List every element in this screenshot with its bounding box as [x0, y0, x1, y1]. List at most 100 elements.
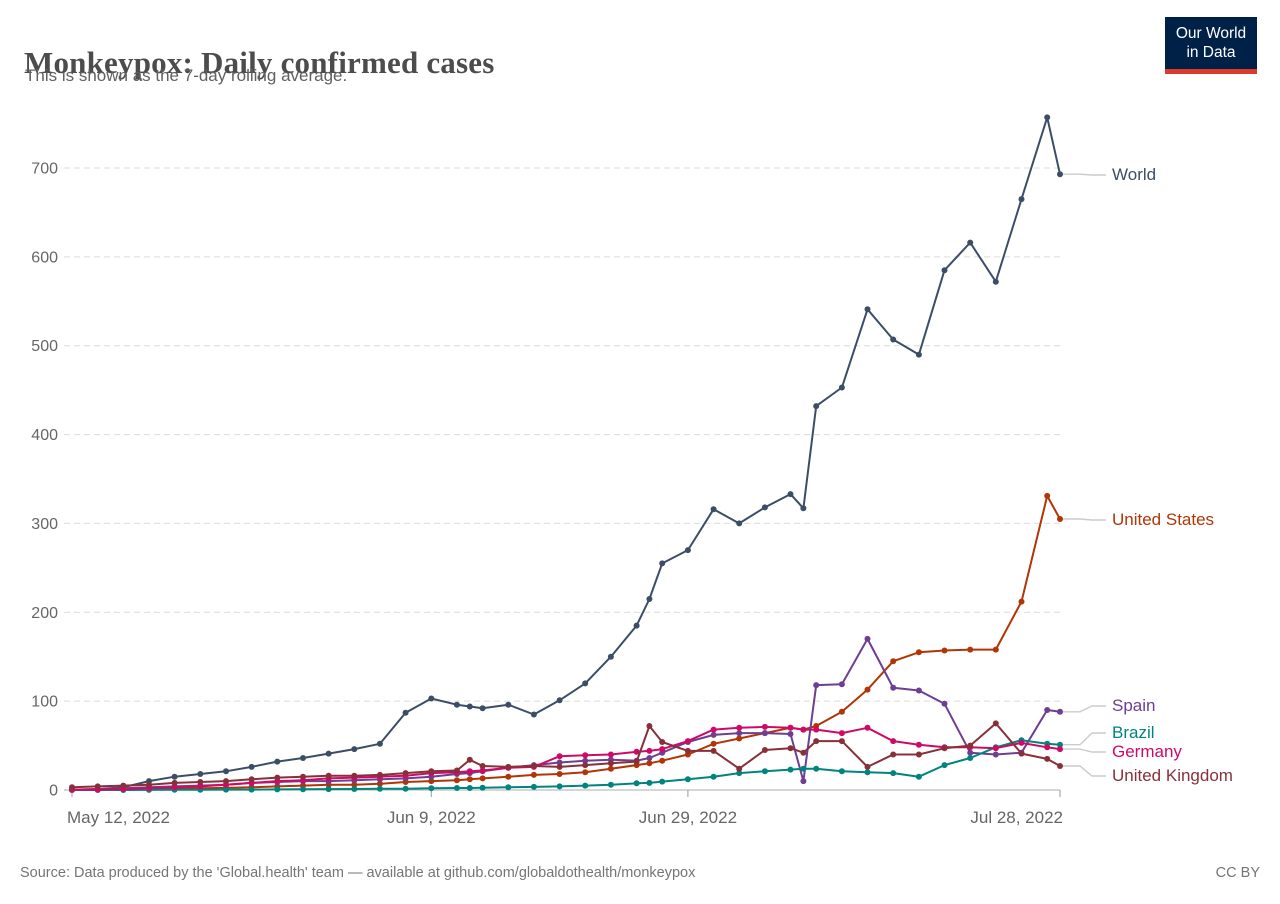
data-point[interactable]: [915, 687, 922, 694]
data-point[interactable]: [1057, 516, 1063, 522]
data-point[interactable]: [479, 784, 486, 791]
data-point[interactable]: [915, 751, 922, 758]
data-point[interactable]: [402, 709, 409, 716]
data-point[interactable]: [710, 726, 717, 733]
data-point[interactable]: [864, 306, 871, 313]
data-point[interactable]: [479, 705, 486, 712]
data-point[interactable]: [967, 646, 974, 653]
data-point[interactable]: [453, 701, 460, 708]
data-point[interactable]: [351, 746, 358, 753]
series-line-united-states[interactable]: [71, 494, 1061, 791]
owid-logo[interactable]: Our World in Data: [1165, 17, 1257, 74]
data-point[interactable]: [453, 785, 460, 791]
data-point[interactable]: [761, 504, 768, 511]
data-point[interactable]: [684, 547, 691, 554]
data-point[interactable]: [710, 747, 717, 754]
data-point[interactable]: [787, 724, 794, 731]
data-point[interactable]: [800, 505, 807, 512]
data-point[interactable]: [556, 771, 563, 777]
data-point[interactable]: [607, 751, 614, 758]
data-point[interactable]: [300, 755, 306, 761]
data-point[interactable]: [736, 735, 743, 742]
data-point[interactable]: [659, 746, 666, 753]
data-point[interactable]: [787, 766, 794, 773]
data-point[interactable]: [466, 768, 473, 775]
data-point[interactable]: [376, 780, 383, 787]
data-point[interactable]: [813, 738, 820, 745]
data-point[interactable]: [800, 765, 807, 772]
data-point[interactable]: [915, 741, 922, 748]
data-point[interactable]: [1057, 171, 1063, 178]
data-point[interactable]: [479, 763, 486, 769]
data-point[interactable]: [838, 681, 845, 688]
data-point[interactable]: [941, 762, 948, 769]
data-point[interactable]: [967, 749, 974, 756]
data-point[interactable]: [646, 760, 653, 767]
data-point[interactable]: [659, 560, 666, 567]
data-point[interactable]: [1044, 755, 1051, 762]
data-point[interactable]: [223, 768, 229, 775]
data-point[interactable]: [428, 768, 435, 775]
data-point[interactable]: [351, 786, 358, 792]
data-point[interactable]: [890, 751, 897, 758]
data-point[interactable]: [838, 384, 845, 391]
data-point[interactable]: [582, 762, 589, 769]
data-point[interactable]: [813, 726, 820, 733]
data-point[interactable]: [967, 239, 974, 246]
data-point[interactable]: [300, 773, 306, 780]
data-point[interactable]: [800, 726, 807, 733]
data-point[interactable]: [787, 731, 794, 737]
data-point[interactable]: [582, 769, 589, 776]
data-point[interactable]: [633, 622, 640, 629]
data-point[interactable]: [890, 658, 897, 665]
series-line-brazil[interactable]: [72, 739, 1061, 791]
data-point[interactable]: [813, 765, 820, 772]
data-point[interactable]: [505, 763, 512, 770]
data-point[interactable]: [223, 786, 229, 793]
data-point[interactable]: [171, 784, 178, 791]
data-point[interactable]: [1057, 741, 1063, 748]
data-point[interactable]: [941, 700, 948, 707]
data-point[interactable]: [300, 786, 306, 793]
data-point[interactable]: [351, 772, 358, 779]
data-point[interactable]: [466, 785, 473, 791]
series-line-germany[interactable]: [71, 725, 1061, 791]
data-point[interactable]: [530, 783, 537, 790]
data-point[interactable]: [1044, 744, 1051, 751]
data-point[interactable]: [274, 758, 281, 765]
data-point[interactable]: [800, 778, 807, 785]
data-point[interactable]: [710, 773, 717, 780]
data-point[interactable]: [505, 773, 512, 780]
data-point[interactable]: [813, 682, 820, 689]
data-point[interactable]: [197, 783, 204, 790]
data-point[interactable]: [530, 711, 537, 718]
data-point[interactable]: [428, 778, 435, 785]
data-point[interactable]: [1018, 598, 1025, 605]
data-point[interactable]: [890, 770, 897, 777]
data-point[interactable]: [1057, 708, 1063, 715]
data-point[interactable]: [171, 779, 178, 786]
data-point[interactable]: [582, 782, 589, 789]
data-point[interactable]: [582, 757, 589, 764]
data-point[interactable]: [453, 777, 460, 784]
data-point[interactable]: [197, 771, 204, 777]
data-point[interactable]: [890, 336, 897, 343]
data-point[interactable]: [787, 745, 794, 752]
data-point[interactable]: [992, 745, 999, 752]
data-point[interactable]: [633, 780, 640, 787]
data-point[interactable]: [736, 724, 743, 731]
data-point[interactable]: [428, 785, 435, 792]
data-point[interactable]: [736, 520, 743, 527]
data-point[interactable]: [659, 757, 666, 764]
series-label-germany[interactable]: Germany: [1112, 742, 1182, 761]
data-point[interactable]: [376, 740, 383, 747]
data-point[interactable]: [787, 491, 794, 498]
data-point[interactable]: [402, 770, 409, 777]
data-point[interactable]: [838, 738, 845, 745]
data-point[interactable]: [505, 701, 512, 708]
data-point[interactable]: [659, 778, 666, 785]
data-point[interactable]: [248, 786, 255, 793]
data-point[interactable]: [736, 730, 743, 737]
data-point[interactable]: [556, 759, 563, 766]
